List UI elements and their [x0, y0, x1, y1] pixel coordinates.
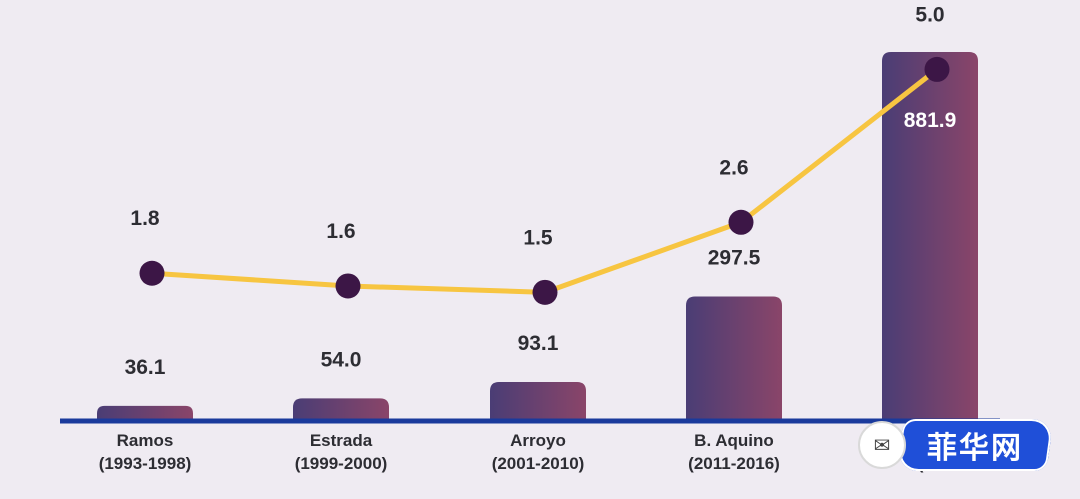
category-label: Estrada	[310, 431, 373, 450]
watermark-plate: 菲华网	[896, 419, 1054, 471]
line-value-label: 2.6	[719, 156, 748, 179]
category-label: Ramos	[117, 431, 174, 450]
watermark: ✉ 菲华网	[858, 414, 1072, 476]
bar	[686, 296, 782, 421]
line-value-label: 1.6	[326, 220, 355, 243]
bar-value-label: 297.5	[708, 247, 761, 270]
bar-value-label: 54.0	[321, 348, 362, 371]
bar-value-label: 36.1	[125, 356, 166, 379]
bar-value-label: 881.9	[904, 109, 957, 132]
wechat-icon: ✉	[858, 421, 906, 469]
category-label: Arroyo	[510, 431, 566, 450]
bar-value-label: 93.1	[518, 332, 559, 355]
bar	[490, 382, 586, 421]
line-value-label: 1.5	[523, 226, 553, 249]
line-point	[924, 56, 950, 82]
watermark-text: 菲华网	[927, 431, 1023, 466]
category-label: (1993-1998)	[99, 454, 192, 473]
bar	[293, 398, 389, 421]
category-label: B. Aquino	[694, 431, 774, 450]
line-point	[139, 260, 165, 286]
category-label: (2011-2016)	[688, 454, 780, 473]
line-point	[335, 273, 361, 299]
bar	[97, 405, 193, 421]
category-label: (1999-2000)	[295, 454, 388, 473]
bar	[882, 52, 978, 421]
category-label: (2001-2010)	[492, 454, 585, 473]
line-series	[149, 66, 940, 295]
line-point	[728, 209, 754, 235]
line-value-label: 5.0	[915, 3, 944, 26]
line-value-label: 1.8	[130, 207, 160, 230]
line-point	[532, 279, 558, 305]
